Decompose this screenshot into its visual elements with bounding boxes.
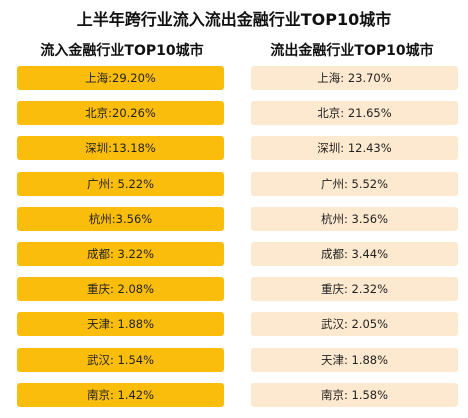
inflow-row-7: 重庆: 2.08% xyxy=(17,277,224,302)
outflow-row-5: 杭州: 3.56% xyxy=(251,206,458,231)
inflow-row-1: 上海:29.20% xyxy=(17,66,224,90)
inflow-row-2: 北京:20.26% xyxy=(17,101,224,126)
outflow-row-8: 武汉: 2.05% xyxy=(251,312,458,337)
outflow-row-4: 广州: 5.52% xyxy=(251,171,458,196)
page-title: 上半年跨行业流入流出金融行业TOP10城市 xyxy=(76,10,392,29)
outflow-column-title: 流出金融行业TOP10城市 xyxy=(270,43,434,59)
inflow-city-list: 上海:29.20% 北京:20.26% 深圳:13.18% 广州: 5.22% … xyxy=(17,66,224,418)
outflow-row-2: 北京: 21.65% xyxy=(251,101,458,126)
outflow-row-7: 重庆: 2.32% xyxy=(251,277,458,302)
inflow-row-4: 广州: 5.22% xyxy=(17,171,224,196)
outflow-row-6: 成都: 3.44% xyxy=(251,241,458,266)
outflow-row-1: 上海: 23.70% xyxy=(251,66,458,90)
inflow-row-6: 成都: 3.22% xyxy=(17,241,224,266)
inflow-row-3: 深圳:13.18% xyxy=(17,136,224,161)
inflow-row-10: 南京: 1.42% xyxy=(17,382,224,407)
outflow-row-9: 天津: 1.88% xyxy=(251,347,458,372)
inflow-column-title: 流入金融行业TOP10城市 xyxy=(40,43,204,59)
outflow-row-10: 南京: 1.58% xyxy=(251,382,458,407)
outflow-city-list: 上海: 23.70% 北京: 21.65% 深圳: 12.43% 广州: 5.5… xyxy=(251,66,458,418)
inflow-row-9: 武汉: 1.54% xyxy=(17,347,224,372)
inflow-row-5: 杭州:3.56% xyxy=(17,206,224,231)
inflow-row-8: 天津: 1.88% xyxy=(17,312,224,337)
outflow-row-3: 深圳: 12.43% xyxy=(251,136,458,161)
